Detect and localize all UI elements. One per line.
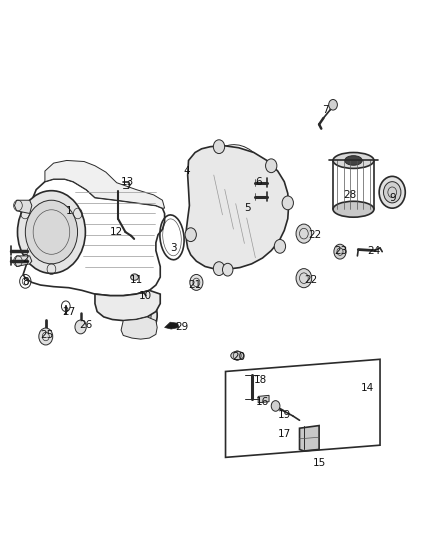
Text: 3: 3: [170, 243, 177, 253]
Polygon shape: [121, 317, 157, 339]
Circle shape: [265, 159, 277, 173]
Text: 18: 18: [254, 375, 267, 385]
Text: 22: 22: [308, 230, 321, 240]
Text: 9: 9: [390, 192, 396, 203]
Text: 1: 1: [66, 206, 72, 216]
Polygon shape: [258, 395, 269, 403]
Ellipse shape: [131, 274, 138, 280]
Polygon shape: [14, 200, 32, 214]
Ellipse shape: [231, 351, 244, 360]
Text: 27: 27: [62, 306, 75, 317]
Polygon shape: [165, 322, 179, 329]
Text: 23: 23: [334, 246, 347, 256]
Text: 7: 7: [322, 105, 329, 115]
Text: 25: 25: [40, 330, 54, 341]
Text: 14: 14: [360, 383, 374, 393]
Text: 11: 11: [130, 274, 143, 285]
Text: 6: 6: [255, 176, 261, 187]
Circle shape: [213, 140, 225, 154]
Circle shape: [379, 176, 405, 208]
Polygon shape: [95, 290, 160, 320]
Circle shape: [271, 401, 280, 411]
Circle shape: [296, 269, 312, 288]
Circle shape: [185, 228, 196, 241]
Ellipse shape: [345, 156, 362, 165]
Ellipse shape: [333, 152, 374, 168]
Ellipse shape: [333, 201, 374, 217]
Circle shape: [296, 224, 312, 243]
Text: 22: 22: [304, 274, 317, 285]
Text: 15: 15: [312, 458, 326, 467]
Circle shape: [25, 200, 78, 264]
Text: 26: 26: [80, 320, 93, 330]
Circle shape: [223, 263, 233, 276]
Circle shape: [384, 182, 401, 203]
Circle shape: [124, 295, 157, 335]
Circle shape: [328, 100, 337, 110]
Text: 13: 13: [121, 176, 134, 187]
Text: 10: 10: [138, 290, 152, 301]
Text: 21: 21: [188, 280, 201, 290]
Text: 16: 16: [256, 397, 269, 407]
Text: 4: 4: [183, 166, 190, 176]
Polygon shape: [45, 160, 165, 208]
Text: 17: 17: [278, 429, 291, 439]
Text: 29: 29: [175, 322, 189, 333]
Polygon shape: [14, 256, 32, 266]
Circle shape: [75, 320, 86, 334]
Polygon shape: [186, 146, 289, 269]
Text: 12: 12: [110, 227, 124, 237]
Circle shape: [274, 239, 286, 253]
Text: 19: 19: [278, 410, 291, 420]
Polygon shape: [300, 425, 319, 451]
Text: 28: 28: [343, 190, 356, 200]
Text: 20: 20: [232, 352, 245, 361]
Text: 2: 2: [22, 254, 28, 263]
Circle shape: [18, 191, 85, 273]
Text: 8: 8: [22, 277, 28, 287]
Circle shape: [39, 328, 53, 345]
Circle shape: [282, 196, 293, 210]
Text: 24: 24: [367, 246, 380, 256]
Circle shape: [334, 244, 346, 259]
Circle shape: [213, 262, 225, 276]
Circle shape: [130, 303, 151, 328]
Circle shape: [190, 274, 203, 290]
Text: 5: 5: [244, 203, 251, 213]
